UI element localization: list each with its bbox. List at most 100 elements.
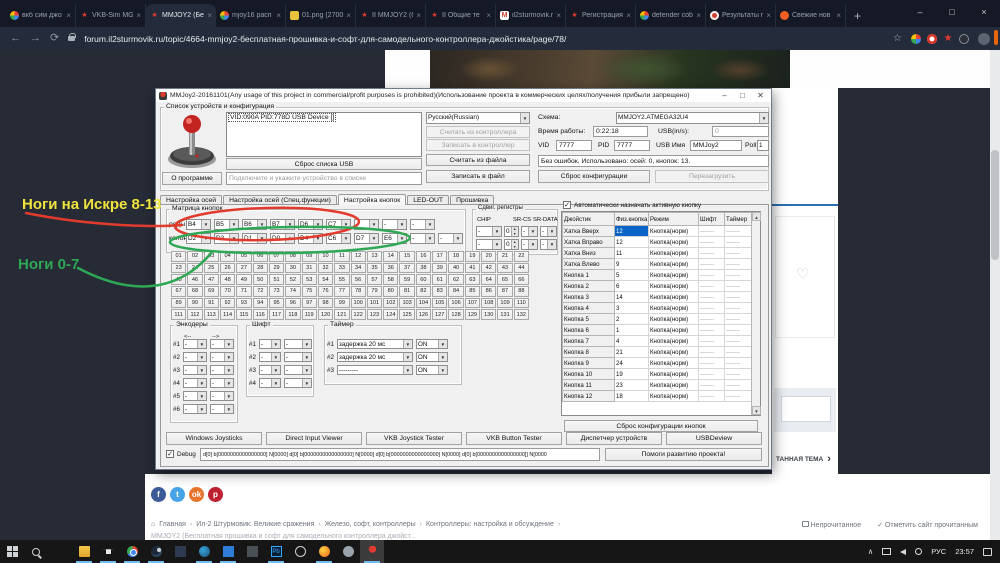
grid-button[interactable]: 123 xyxy=(366,309,383,320)
forward-icon[interactable]: → xyxy=(30,32,41,44)
grid-button[interactable]: 105 xyxy=(432,297,448,309)
phys-button-cell[interactable]: 21 xyxy=(614,346,649,358)
language-indicator[interactable]: РУС xyxy=(931,547,947,556)
mode-cell[interactable]: Кнопка(норм) xyxy=(648,280,699,292)
grid-button[interactable]: 73 xyxy=(268,286,285,297)
joystick-button-name[interactable]: Кнопка 8 xyxy=(562,346,615,358)
breadcrumb-link[interactable]: Ил-2 Штурмовик: Великие сражения xyxy=(196,521,315,528)
joystick-button-name[interactable]: Кнопка 11 xyxy=(562,379,615,391)
grid-button[interactable]: 108 xyxy=(481,297,497,309)
grid-button[interactable]: 75 xyxy=(301,286,317,297)
tab-close-icon[interactable]: × xyxy=(486,11,491,20)
grid-button[interactable]: 58 xyxy=(383,274,399,285)
joystick-button-name[interactable]: Кнопка 7 xyxy=(562,335,615,347)
phys-button-cell[interactable]: 12 xyxy=(614,225,649,237)
grid-button[interactable]: 125 xyxy=(399,309,415,320)
matrix-col-pin-select[interactable]: D1 ▼ xyxy=(242,233,267,244)
joystick-button-name[interactable]: Кнопка 3 xyxy=(562,291,615,303)
grid-button[interactable]: 77 xyxy=(334,286,350,297)
grid-button[interactable]: 112 xyxy=(187,309,203,320)
grid-button[interactable]: 11 xyxy=(334,251,350,262)
grid-button[interactable]: 06 xyxy=(252,251,268,262)
grid-button[interactable]: 66 xyxy=(513,274,529,285)
timer-cell[interactable]: ------- xyxy=(724,335,752,347)
debug-checkbox[interactable]: ✓ Debug xyxy=(166,450,196,458)
grid-button[interactable]: 76 xyxy=(317,286,334,297)
timer-cell[interactable]: ------- xyxy=(724,302,752,314)
device-hint-field[interactable]: Подключите и укажите устройство в списке xyxy=(226,172,422,185)
tab-close-icon[interactable]: × xyxy=(276,11,281,20)
debug-field[interactable]: d[0] b[0000000000000000] N[0000] d[0] b[… xyxy=(200,448,600,461)
shift-mode-select[interactable]: - ▼ xyxy=(283,378,312,388)
tab-item[interactable]: Настройка осей xyxy=(160,195,223,205)
grid-button[interactable]: 22 xyxy=(513,251,529,262)
grid-button[interactable]: 27 xyxy=(236,262,252,274)
minimize-icon[interactable]: – xyxy=(917,7,923,17)
shift-mode-select[interactable]: - ▼ xyxy=(283,352,312,362)
shift-cell[interactable]: ------- xyxy=(698,269,725,281)
taskbar-firefox-icon[interactable] xyxy=(312,540,336,563)
grid-button[interactable]: 68 xyxy=(187,286,203,297)
grid-button[interactable]: 33 xyxy=(334,262,350,274)
grid-button[interactable]: 79 xyxy=(366,286,383,297)
joystick-button-name[interactable]: Кнопка 2 xyxy=(562,280,615,292)
grid-button[interactable]: 25 xyxy=(203,262,219,274)
matrix-row-pin-select[interactable]: D6 ▼ xyxy=(298,219,323,230)
timer-cell[interactable]: ------- xyxy=(724,313,752,325)
reply-input[interactable] xyxy=(781,396,831,422)
taskbar-ps-icon[interactable]: Pb xyxy=(264,540,288,563)
grid-button[interactable]: 30 xyxy=(285,262,301,274)
grid-button[interactable]: 32 xyxy=(317,262,334,274)
sr-count-spinner[interactable]: 0 ▲ ▼ xyxy=(504,239,519,250)
mode-cell[interactable]: Кнопка(норм) xyxy=(648,236,699,248)
extension-icon[interactable] xyxy=(927,33,937,44)
mode-cell[interactable]: Кнопка(норм) xyxy=(648,346,699,358)
shift-cell[interactable]: ------- xyxy=(698,302,725,314)
grid-button[interactable]: 21 xyxy=(497,251,513,262)
grid-button[interactable]: 65 xyxy=(497,274,513,285)
grid-button[interactable]: 78 xyxy=(350,286,366,297)
grid-button[interactable]: 132 xyxy=(513,309,529,320)
grid-button[interactable]: 36 xyxy=(383,262,399,274)
grid-button[interactable]: 91 xyxy=(203,297,219,309)
phys-button-cell[interactable]: 12 xyxy=(614,236,649,248)
encoder-ccw-select[interactable]: - ▼ xyxy=(182,404,207,414)
profile-avatar[interactable] xyxy=(978,32,990,45)
shift-cell[interactable]: ------- xyxy=(698,225,725,237)
window-maximize-icon[interactable]: □ xyxy=(740,91,745,100)
back-icon[interactable]: ← xyxy=(10,32,21,44)
device-list[interactable]: VID:090A PID:778D USB Device [] xyxy=(226,112,422,157)
grid-button[interactable]: 103 xyxy=(399,297,415,309)
write-file-button[interactable]: Записать в файл xyxy=(426,170,530,183)
breadcrumb-link[interactable]: Контроллеры: настройка и обсуждение xyxy=(425,521,554,528)
grid-button[interactable]: 42 xyxy=(481,262,497,274)
phys-button-cell[interactable]: 18 xyxy=(614,390,649,402)
encoder-cw-select[interactable]: - ▼ xyxy=(209,352,234,362)
unread-link[interactable]: Непрочитанное xyxy=(801,521,861,529)
timer-state-select[interactable]: ON ▼ xyxy=(415,352,448,362)
grid-button[interactable]: 110 xyxy=(513,297,529,309)
joystick-button-name[interactable]: Кнопка 6 xyxy=(562,324,615,336)
shift-cell[interactable]: ------- xyxy=(698,390,725,402)
grid-button[interactable]: 23 xyxy=(171,262,187,274)
grid-button[interactable]: 15 xyxy=(399,251,415,262)
browser-tab[interactable]: mjoy16 расп × xyxy=(216,4,286,27)
tool-button[interactable]: Windows Joysticks xyxy=(166,432,262,445)
grid-button[interactable]: 99 xyxy=(334,297,350,309)
odnoklassniki-icon[interactable]: ok xyxy=(189,487,204,502)
timer-delay-select[interactable]: задержка 20 мс ▼ xyxy=(336,339,413,349)
joystick-button-name[interactable]: Хатка Вниз xyxy=(562,247,615,259)
shift-cell[interactable]: ------- xyxy=(698,236,725,248)
joystick-button-name[interactable]: Хатка Вправо xyxy=(562,236,615,248)
table-header[interactable]: Физ.кнопка xyxy=(614,212,649,226)
mode-cell[interactable]: Кнопка(норм) xyxy=(648,313,699,325)
joystick-button-name[interactable]: Кнопка 12 xyxy=(562,390,615,402)
timer-cell[interactable]: ------- xyxy=(724,379,752,391)
mode-cell[interactable]: Кнопка(норм) xyxy=(648,390,699,402)
table-row[interactable]: Кнопка 12 18 Кнопка(норм) ------- ------- xyxy=(562,390,752,402)
tab-close-icon[interactable]: × xyxy=(136,11,141,20)
spin-down-icon[interactable]: ▼ xyxy=(511,231,518,236)
tab-close-icon[interactable]: × xyxy=(766,11,771,20)
taskbar-snip-icon[interactable] xyxy=(240,540,264,563)
